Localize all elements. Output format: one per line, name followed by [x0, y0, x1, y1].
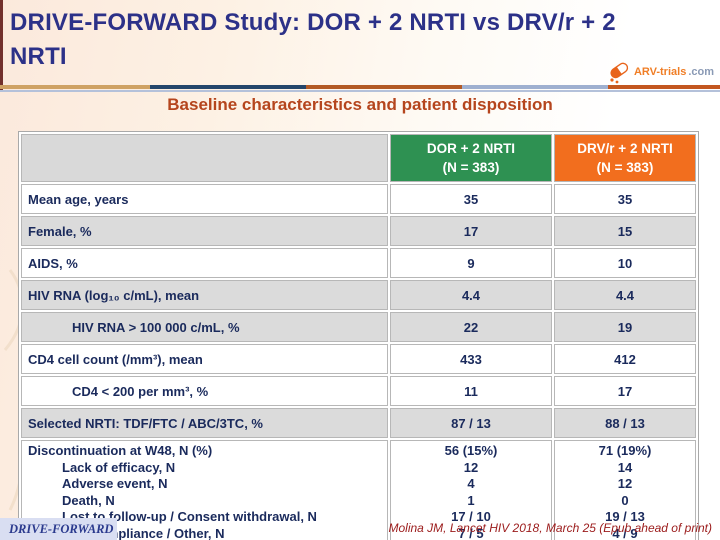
citation: Molina JM, Lancet HIV 2018, March 25 (Ep… — [388, 521, 712, 535]
slide-title: DRIVE-FORWARD Study: DOR + 2 NRTI vs DRV… — [10, 9, 616, 70]
drv-value: 4.4 — [554, 280, 696, 310]
dor-value: 22 — [390, 312, 552, 342]
drv-value: 71 (19%) 14 12 0 19 / 13 4 / 9 — [554, 440, 696, 540]
dor-value: 56 (15%) 12 4 1 17 / 10 7 / 5 — [390, 440, 552, 540]
disc-label-adverse: Adverse event, N — [62, 476, 168, 491]
disc-label-death: Death, N — [62, 492, 115, 508]
dor-value: 11 — [390, 376, 552, 406]
dor-value: 9 — [390, 248, 552, 278]
arv-trials-logo: ARV-trials .com — [606, 60, 714, 84]
drv-value: 88 / 13 — [554, 408, 696, 438]
dor-value: 433 — [390, 344, 552, 374]
drv-header-title: DRV/r + 2 NRTI — [577, 141, 673, 156]
table-row-cd4-low: CD4 < 200 per mm³, % 11 17 — [21, 376, 696, 406]
row-label: Female, % — [21, 216, 388, 246]
row-label: Selected NRTI: TDF/FTC / ABC/3TC, % — [21, 408, 388, 438]
disc-label-ltfu: Lost to follow-up / Consent withdrawal, … — [62, 509, 317, 524]
dor-header-title: DOR + 2 NRTI — [426, 141, 516, 156]
drv-value: 412 — [554, 344, 696, 374]
study-name-badge: DRIVE-FORWARD — [0, 518, 117, 540]
row-label: CD4 < 200 per mm³, % — [21, 376, 388, 406]
row-label: AIDS, % — [21, 248, 388, 278]
row-label: Mean age, years — [21, 184, 388, 214]
dor-header-n: (N = 383) — [442, 160, 500, 175]
logo-tld-text: .com — [688, 66, 714, 78]
baseline-table: DOR + 2 NRTI (N = 383) DRV/r + 2 NRTI (N… — [18, 131, 699, 540]
drv-value: 15 — [554, 216, 696, 246]
drv-value: 17 — [554, 376, 696, 406]
dor-value: 35 — [390, 184, 552, 214]
left-accent-bar — [0, 0, 3, 90]
table-header-row: DOR + 2 NRTI (N = 383) DRV/r + 2 NRTI (N… — [21, 134, 696, 182]
table-row-discontinuation: Discontinuation at W48, N (%) Lack of ef… — [21, 440, 696, 540]
table-corner-cell — [21, 134, 388, 182]
dor-value: 17 — [390, 216, 552, 246]
dor-value: 4.4 — [390, 280, 552, 310]
table-row-hiv-rna-high: HIV RNA > 100 000 c/mL, % 22 19 — [21, 312, 696, 342]
row-label: HIV RNA (log₁₀ c/mL), mean — [21, 280, 388, 310]
pill-icon — [610, 62, 629, 84]
slide-subtitle: Baseline characteristics and patient dis… — [167, 95, 553, 114]
row-label: HIV RNA > 100 000 c/mL, % — [21, 312, 388, 342]
table-row-female: Female, % 17 15 — [21, 216, 696, 246]
drv-value: 35 — [554, 184, 696, 214]
table-row-mean-age: Mean age, years 35 35 — [21, 184, 696, 214]
drv-value: 19 — [554, 312, 696, 342]
table-row-selected-nrti: Selected NRTI: TDF/FTC / ABC/3TC, % 87 /… — [21, 408, 696, 438]
logo-brand-text: ARV-trials — [633, 66, 687, 78]
table-row-aids: AIDS, % 9 10 — [21, 248, 696, 278]
column-header-drv: DRV/r + 2 NRTI (N = 383) — [554, 134, 696, 182]
drv-value: 10 — [554, 248, 696, 278]
column-header-dor: DOR + 2 NRTI (N = 383) — [390, 134, 552, 182]
header-divider — [0, 85, 720, 92]
drv-header-n: (N = 383) — [596, 160, 654, 175]
dor-value: 87 / 13 — [390, 408, 552, 438]
row-label: CD4 cell count (/mm³), mean — [21, 344, 388, 374]
disc-label-efficacy: Lack of efficacy, N — [62, 459, 176, 475]
table-row-hiv-rna: HIV RNA (log₁₀ c/mL), mean 4.4 4.4 — [21, 280, 696, 310]
table-row-cd4-count: CD4 cell count (/mm³), mean 433 412 — [21, 344, 696, 374]
row-label: Discontinuation at W48, N (%) Lack of ef… — [21, 440, 388, 540]
disc-label-main: Discontinuation at W48, N (%) — [28, 443, 213, 458]
